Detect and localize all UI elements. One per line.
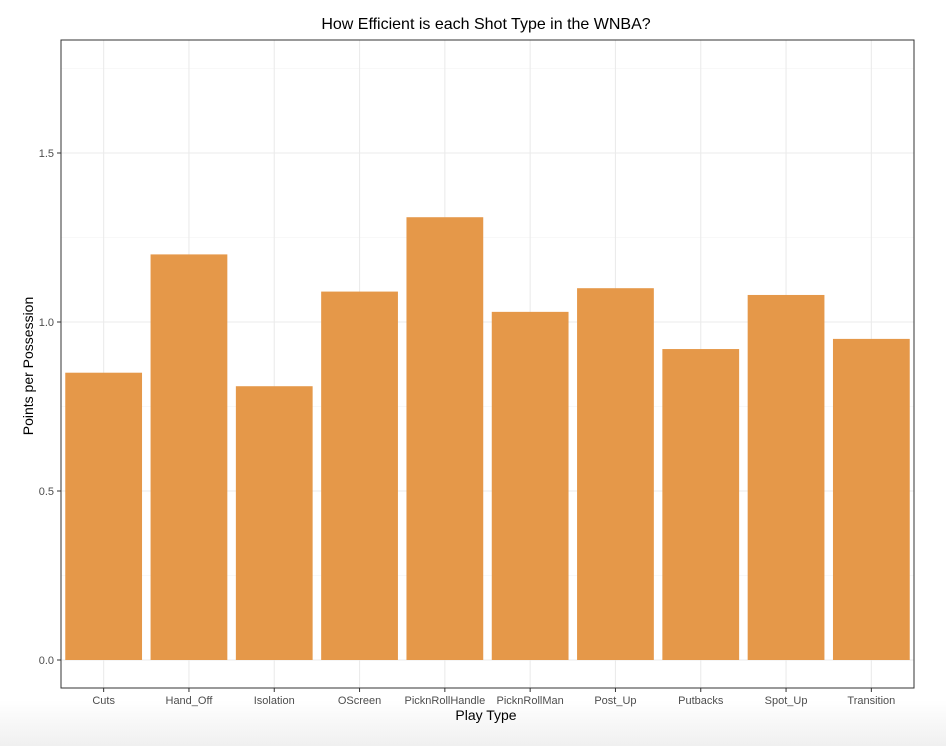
y-tick-label: 1.5 bbox=[39, 148, 54, 160]
panel-border bbox=[60, 39, 915, 689]
y-axis-ticks: 0.0 0.5 1.0 1.5 bbox=[39, 148, 61, 667]
x-tick-label: PicknRollHandle bbox=[404, 695, 485, 707]
x-tick-label: Putbacks bbox=[678, 695, 724, 707]
bar-transition bbox=[832, 338, 910, 660]
x-tick-label: OScreen bbox=[338, 695, 381, 707]
x-tick-label: Spot_Up bbox=[765, 695, 808, 707]
bar-oscreen bbox=[321, 291, 398, 660]
chart-title: How Efficient is each Shot Type in the W… bbox=[321, 16, 650, 33]
x-axis-ticks: Cuts Hand_Off Isolation OScreen PicknRollHan… bbox=[92, 688, 895, 707]
x-tick-label: Isolation bbox=[254, 695, 295, 707]
y-tick-label: 1.0 bbox=[39, 317, 54, 329]
x-axis-title: Play Type bbox=[455, 707, 516, 723]
bar-hand_off bbox=[150, 254, 228, 660]
y-tick-label: 0.5 bbox=[39, 486, 54, 498]
bar-isolation bbox=[235, 386, 313, 660]
bar-putbacks bbox=[662, 349, 740, 660]
bottom-fade bbox=[0, 700, 946, 746]
bar-post_up bbox=[577, 288, 654, 660]
x-tick-label: PicknRollMan bbox=[497, 695, 564, 707]
x-tick-label: Post_Up bbox=[594, 695, 636, 707]
bar-cuts bbox=[65, 372, 143, 660]
bar-spot_up bbox=[747, 294, 825, 660]
x-tick-label: Hand_Off bbox=[166, 695, 214, 707]
x-tick-label: Transition bbox=[847, 695, 895, 707]
x-tick-label: Cuts bbox=[92, 695, 115, 707]
bar-picknrollman bbox=[491, 311, 569, 660]
y-axis-title: Points per Possession bbox=[20, 297, 36, 436]
bar-picknrollhandle bbox=[406, 217, 484, 660]
bars bbox=[65, 217, 910, 660]
y-tick-label: 0.0 bbox=[39, 655, 54, 667]
